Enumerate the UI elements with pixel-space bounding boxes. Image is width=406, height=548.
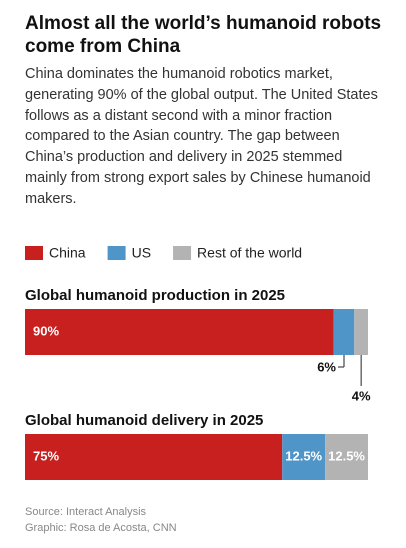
value-label: 6% xyxy=(317,359,336,374)
value-label: 75% xyxy=(33,448,59,463)
description: China dominates the humanoid robotics ma… xyxy=(25,66,378,207)
value-label: 4% xyxy=(352,388,371,403)
value-label: 12.5% xyxy=(285,448,322,463)
value-label: 90% xyxy=(33,323,59,338)
bar-segment xyxy=(282,434,326,480)
bar-segment xyxy=(354,309,368,355)
bar-segment xyxy=(25,434,283,480)
legend-label: US xyxy=(132,245,151,261)
bar-segment xyxy=(325,434,368,480)
bar-segment xyxy=(333,309,355,355)
legend-label: China xyxy=(49,245,86,261)
source: Source: Interact Analysis xyxy=(25,506,147,518)
title: Almost all the world’s humanoid robots c… xyxy=(25,13,382,57)
legend-swatch xyxy=(173,246,192,260)
legend-label: Rest of the world xyxy=(197,245,302,261)
bar-segment xyxy=(25,309,334,355)
legend-swatch xyxy=(107,246,126,260)
legend-swatch xyxy=(25,246,43,260)
chart-title: Global humanoid production in 2025 xyxy=(25,287,285,304)
credit: Graphic: Rosa de Acosta, CNN xyxy=(25,522,177,534)
value-label: 12.5% xyxy=(328,448,365,463)
chart-title: Global humanoid delivery in 2025 xyxy=(25,412,263,429)
